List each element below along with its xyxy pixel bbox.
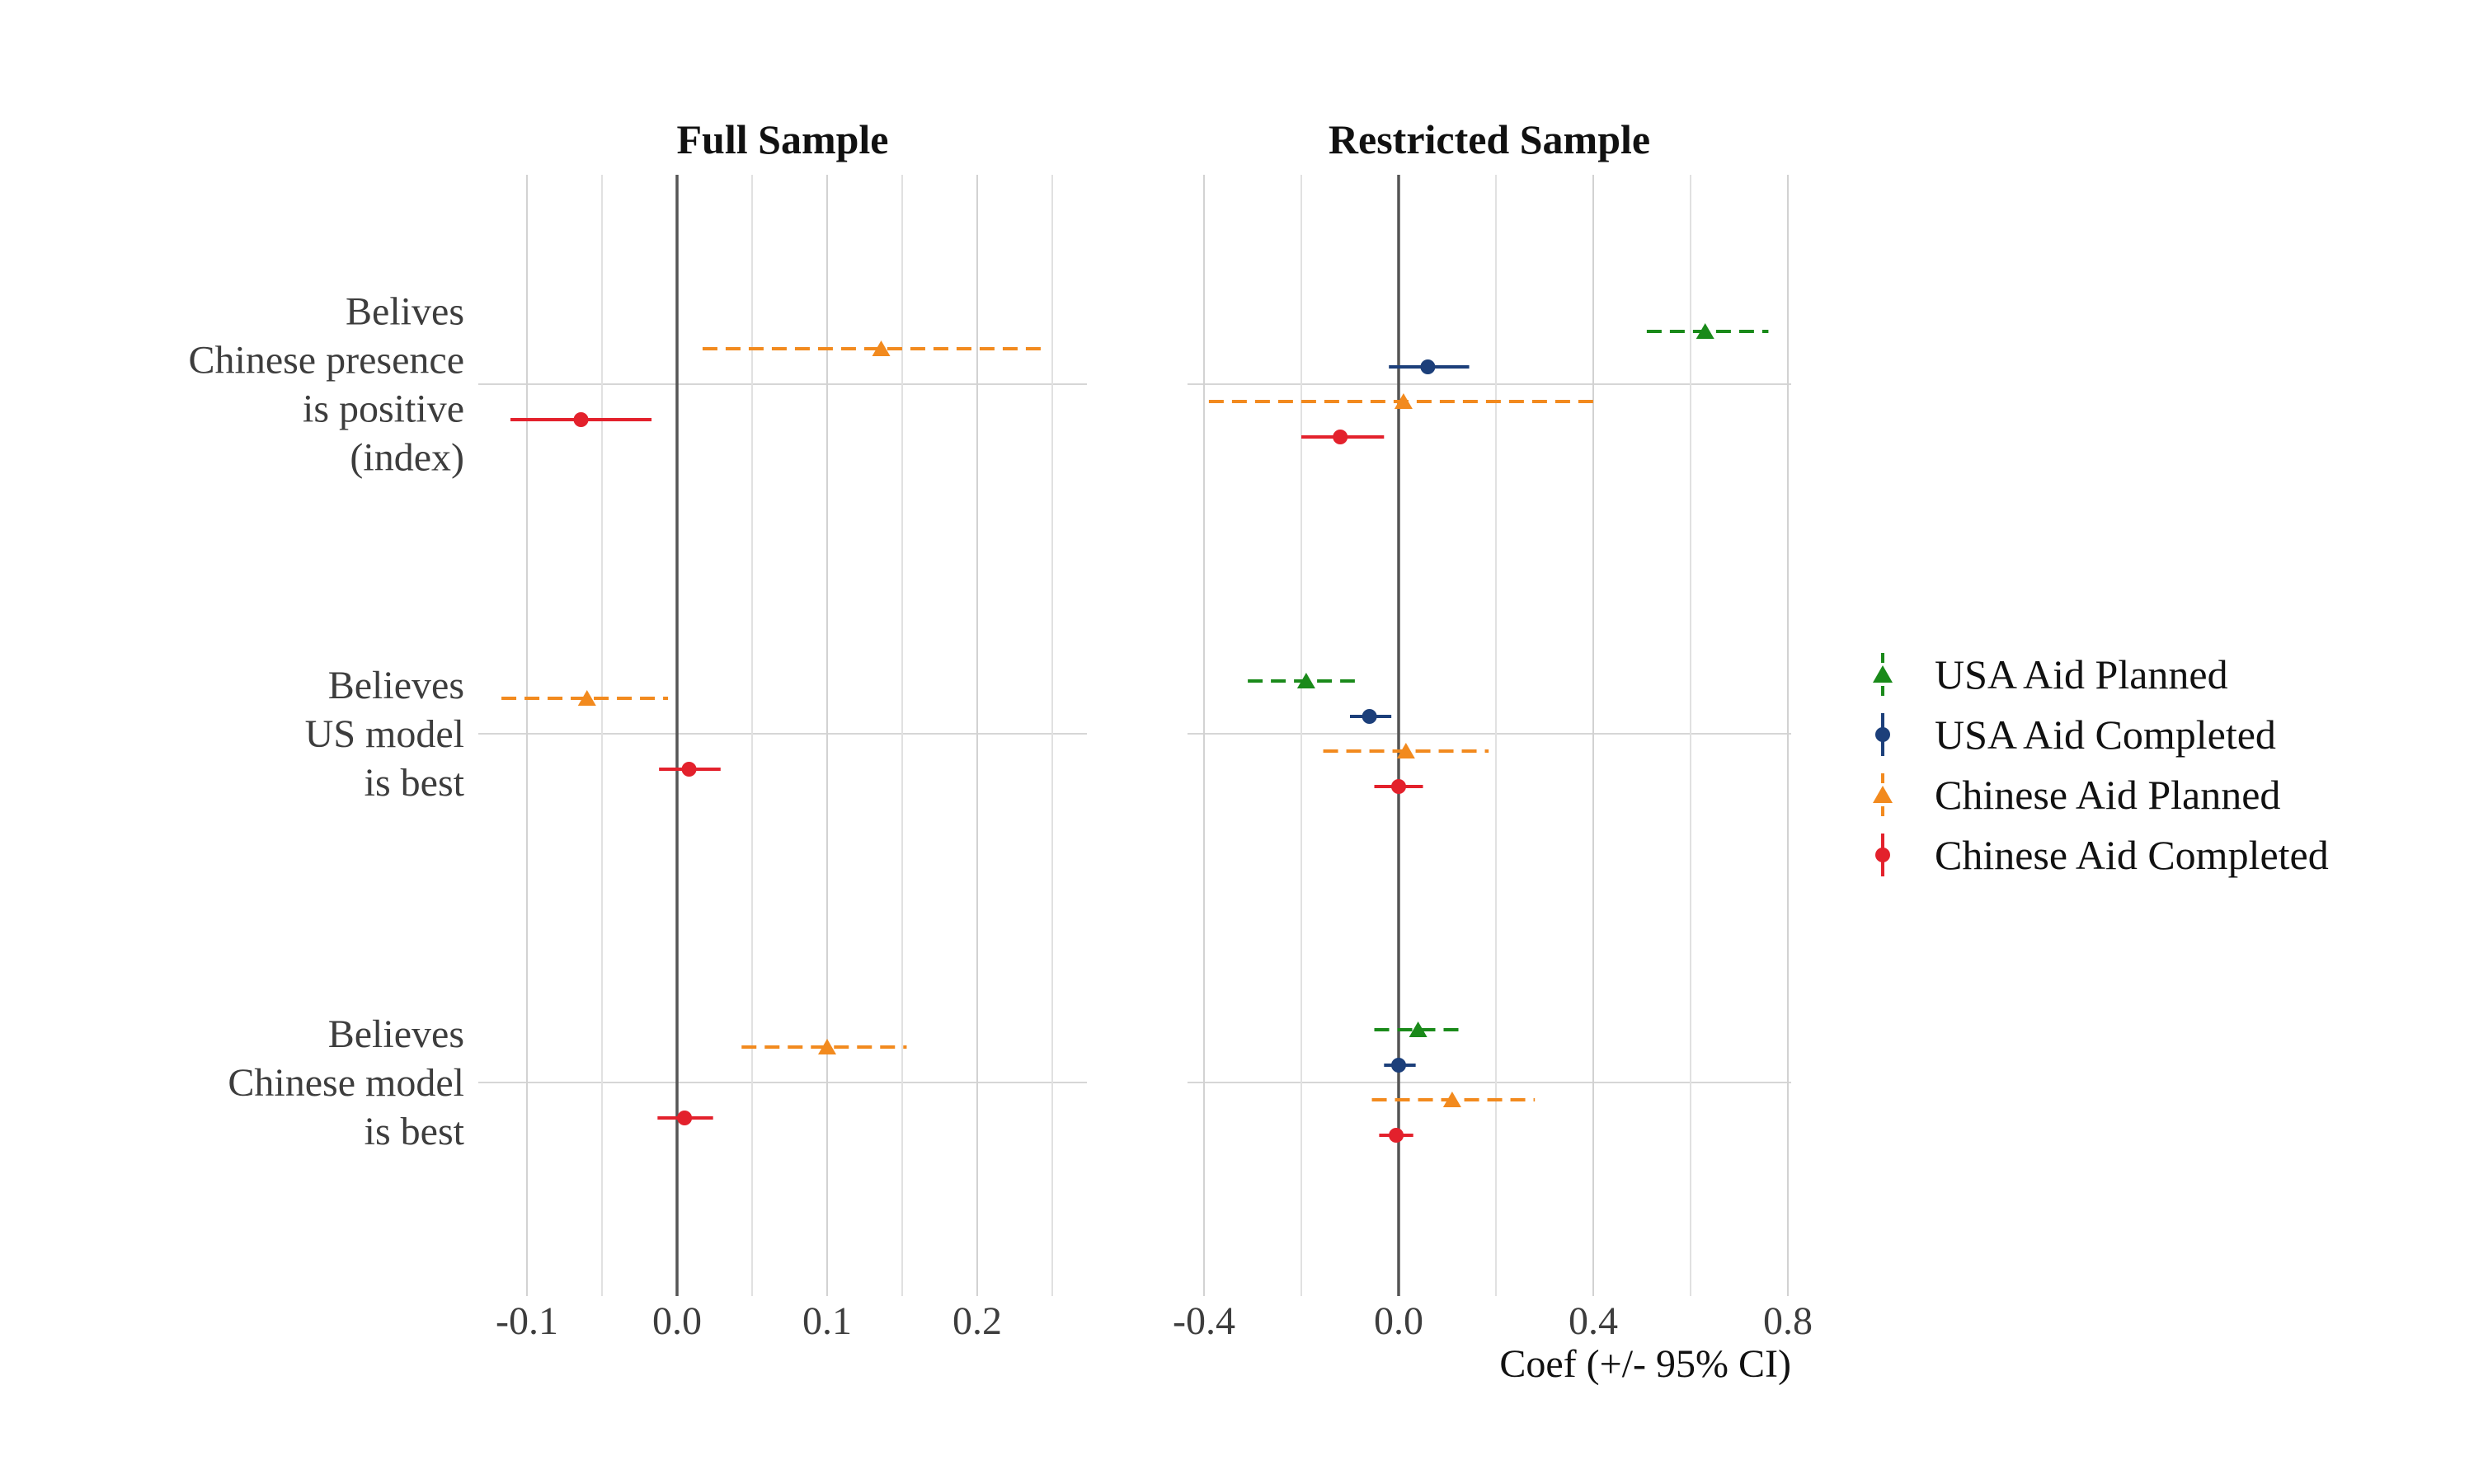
point-estimate-circle bbox=[1391, 779, 1406, 794]
category-labels: Belives Chinese presence is positive (index… bbox=[188, 290, 464, 1154]
category-label-line: is best bbox=[365, 1110, 465, 1153]
legend-item-usa-aid-completed: USA Aid Completed bbox=[1875, 711, 2276, 758]
panel-full-sample: Full Sample -0.1 0.0 0.1 0.2 bbox=[478, 116, 1087, 1343]
point-estimate-triangle bbox=[577, 690, 596, 706]
panel-restricted-sample: Restricted Sample -0.4 0.0 0.4 0.8 bbox=[1173, 116, 1813, 1343]
point-estimate-circle bbox=[1362, 709, 1377, 724]
legend-label: Chinese Aid Planned bbox=[1935, 772, 2280, 818]
legend-item-chinese-aid-planned: Chinese Aid Planned bbox=[1873, 772, 2280, 818]
point-estimate-triangle bbox=[1296, 673, 1315, 688]
point-estimate-circle bbox=[1333, 430, 1348, 444]
point-estimate-circle bbox=[573, 412, 589, 427]
category-label-line: (index) bbox=[350, 436, 464, 480]
point-estimate-triangle bbox=[1696, 323, 1714, 339]
x-tick-label: -0.4 bbox=[1173, 1299, 1235, 1343]
x-tick-label: 0.0 bbox=[1374, 1299, 1423, 1343]
series-chinese-aid-completed bbox=[1301, 430, 1423, 1143]
point-estimate-circle bbox=[1391, 1058, 1406, 1073]
legend-item-usa-aid-planned: USA Aid Planned bbox=[1873, 651, 2228, 697]
point-estimate-triangle bbox=[1396, 743, 1415, 758]
panel-title: Restricted Sample bbox=[1329, 116, 1650, 162]
series-chinese-aid-completed bbox=[510, 412, 721, 1125]
category-label-line: Chinese model bbox=[228, 1061, 464, 1105]
point-estimate-triangle bbox=[1442, 1092, 1461, 1107]
point-estimate-circle bbox=[677, 1111, 693, 1125]
point-estimate-circle bbox=[681, 762, 697, 777]
x-axis-title: Coef (+/- 95% CI) bbox=[1499, 1342, 1791, 1386]
panel-title: Full Sample bbox=[677, 116, 889, 162]
category-label-us_model: Believes US model is best bbox=[305, 664, 465, 805]
category-label-line: Belives bbox=[346, 290, 464, 334]
category-label-line: Chinese presence bbox=[188, 339, 464, 383]
panels: Full Sample -0.1 0.0 0.1 0.2 Restricted Sampl… bbox=[478, 116, 1813, 1343]
legend-key-triangle bbox=[1873, 786, 1893, 803]
legend: USA Aid Planned USA Aid Completed Chinese … bbox=[1873, 651, 2329, 878]
series-chinese-aid-planned bbox=[1208, 393, 1598, 1107]
legend-item-chinese-aid-completed: Chinese Aid Completed bbox=[1875, 832, 2329, 878]
legend-key-circle bbox=[1875, 848, 1890, 862]
legend-key-circle bbox=[1875, 727, 1890, 742]
x-tick-label: 0.8 bbox=[1763, 1299, 1813, 1343]
category-label-line: Believes bbox=[328, 664, 464, 707]
point-estimate-triangle bbox=[818, 1039, 836, 1054]
category-label-line: is best bbox=[365, 761, 465, 805]
series-usa-aid-completed bbox=[1350, 359, 1470, 1073]
legend-label: USA Aid Planned bbox=[1935, 651, 2228, 697]
category-label-line: is positive bbox=[303, 387, 464, 431]
x-tick-label: 0.0 bbox=[652, 1299, 702, 1343]
series-usa-aid-planned bbox=[1248, 323, 1769, 1037]
point-estimate-circle bbox=[1420, 359, 1436, 374]
x-tick-label: 0.4 bbox=[1569, 1299, 1618, 1343]
point-estimate-triangle bbox=[872, 340, 891, 356]
category-label-line: Believes bbox=[328, 1012, 464, 1056]
legend-label: USA Aid Completed bbox=[1935, 711, 2276, 758]
legend-key-triangle bbox=[1873, 665, 1893, 683]
x-tick-label: -0.1 bbox=[496, 1299, 558, 1343]
category-label-positive: Belives Chinese presence is positive (index… bbox=[188, 290, 464, 480]
point-estimate-triangle bbox=[1409, 1021, 1427, 1037]
point-estimate-circle bbox=[1389, 1128, 1404, 1143]
x-tick-label: 0.2 bbox=[952, 1299, 1002, 1343]
legend-label: Chinese Aid Completed bbox=[1935, 832, 2329, 878]
x-tick-label: 0.1 bbox=[802, 1299, 852, 1343]
point-estimate-triangle bbox=[1394, 393, 1413, 409]
series-chinese-aid-planned bbox=[501, 340, 1045, 1054]
category-label-cn_model: Believes Chinese model is best bbox=[228, 1012, 464, 1153]
category-label-line: US model bbox=[305, 712, 464, 756]
